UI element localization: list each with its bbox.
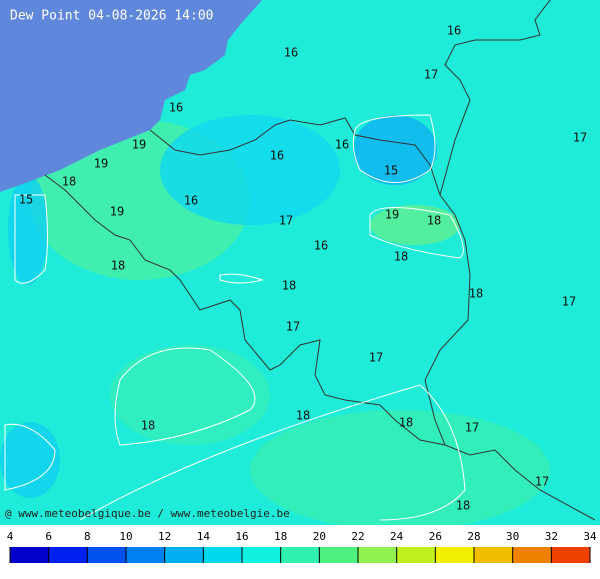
colorbar-segment (435, 547, 474, 563)
colorbar-segment (551, 547, 590, 563)
value-label: 18 (62, 175, 76, 189)
colorbar-tick-label: 28 (467, 530, 480, 543)
cool-area (8, 175, 48, 285)
value-label: 18 (282, 279, 296, 293)
value-label: 16 (169, 101, 183, 115)
colorbar-segment (164, 547, 204, 563)
sea (0, 0, 262, 192)
colorbar-segment (87, 547, 126, 563)
colorbar-tick-label: 30 (506, 530, 519, 543)
colorbar-tick-label: 20 (313, 530, 326, 543)
colorbar-segment (48, 547, 88, 563)
value-label: 17 (573, 131, 587, 145)
colorbar-tick-label: 8 (84, 530, 91, 543)
colorbar-segment (126, 547, 165, 563)
colorbar-tick-label: 26 (429, 530, 442, 543)
value-label: 18 (456, 499, 470, 513)
value-label: 16 (270, 149, 284, 163)
value-label: 19 (110, 205, 124, 219)
colorbar: 4 6 8 10 12 14 16 18 20 22 24 26 28 30 32 34 (7, 530, 597, 563)
value-label: 17 (369, 351, 383, 365)
map-title: Dew Point 04-08-2026 14:00 (10, 9, 214, 24)
colorbar-segment (242, 547, 281, 563)
value-label: 16 (184, 194, 198, 208)
map-labels: 16 16 17 16 17 19 16 16 19 15 18 15 16 19 19 18 17 16 18 18… (19, 24, 587, 513)
value-label: 17 (465, 421, 479, 435)
colorbar-tick-label: 6 (45, 530, 52, 543)
colorbar-tick-label: 22 (351, 530, 364, 543)
warm-area (250, 410, 550, 530)
colorbar-segment (474, 547, 513, 563)
value-label: 18 (111, 259, 125, 273)
credit: @ www.meteobelgique.be / www.meteobelgie… (5, 507, 290, 520)
value-label: 18 (141, 419, 155, 433)
colorbar-segment (358, 547, 397, 563)
value-label: 19 (94, 157, 108, 171)
value-label: 19 (385, 208, 399, 222)
colorbar-segment (280, 547, 320, 563)
colorbar-segment (10, 547, 49, 563)
colorbar-tick-label: 32 (545, 530, 558, 543)
colorbar-tick-label: 24 (390, 530, 404, 543)
value-label: 15 (384, 164, 398, 178)
cool-area (353, 115, 437, 185)
value-label: 17 (286, 320, 300, 334)
isoline (4, 114, 466, 521)
value-label: 18 (427, 214, 441, 228)
colorbar-tick-label: 16 (235, 530, 248, 543)
value-label: 17 (535, 475, 549, 489)
value-label: 18 (469, 287, 483, 301)
value-label: 18 (296, 409, 310, 423)
value-label: 18 (399, 416, 413, 430)
colorbar-tick-label: 12 (158, 530, 171, 543)
value-label: 16 (284, 46, 298, 60)
value-label: 15 (19, 193, 33, 207)
value-label: 17 (562, 295, 576, 309)
border (44, 0, 596, 521)
value-label: 16 (314, 239, 328, 253)
colorbar-segment (319, 547, 358, 563)
cool-area (160, 115, 340, 225)
cool-area (0, 422, 60, 498)
value-label: 16 (335, 138, 349, 152)
value-label: 19 (132, 138, 146, 152)
colorbar-segment (512, 547, 552, 563)
colorbar-segment (396, 547, 436, 563)
warm-area (370, 205, 460, 245)
warm-area (110, 345, 270, 445)
colorbar-tick-label: 14 (197, 530, 211, 543)
colorbar-tick-label: 4 (7, 530, 14, 543)
value-label: 16 (447, 24, 461, 38)
value-label: 18 (394, 250, 408, 264)
colorbar-tick-label: 10 (119, 530, 132, 543)
colorbar-tick-label: 34 (583, 530, 597, 543)
colorbar-segment (203, 547, 242, 563)
value-label: 17 (424, 68, 438, 82)
colorbar-tick-label: 18 (274, 530, 287, 543)
value-label: 17 (279, 214, 293, 228)
